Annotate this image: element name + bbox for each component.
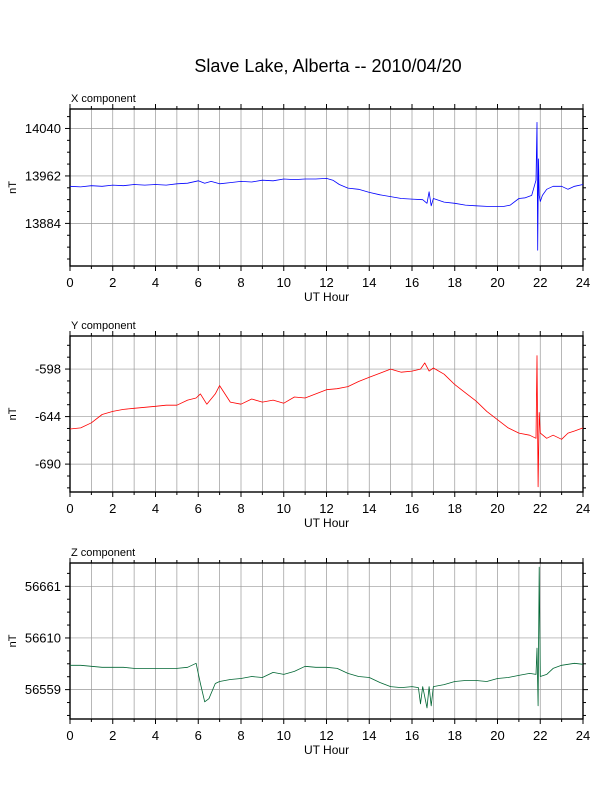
y-x-tick-label: 22 xyxy=(533,501,547,516)
z-x-tick-label: 16 xyxy=(405,728,419,743)
y-x-tick-label: 12 xyxy=(319,501,333,516)
z-x-tick-label: 8 xyxy=(237,728,244,743)
x-x-tick-label: 20 xyxy=(490,275,504,290)
y-x-tick-label: 24 xyxy=(576,501,590,516)
x-y-tick-label: 13884 xyxy=(25,216,61,231)
y-y-tick-label: -690 xyxy=(35,457,61,472)
y-x-tick-label: 20 xyxy=(490,501,504,516)
z-x-axis-title: UT Hour xyxy=(304,743,349,757)
z-y-axis-title: nT xyxy=(7,634,19,647)
y-y-tick-label: -598 xyxy=(35,362,61,377)
y-x-tick-label: 2 xyxy=(109,501,116,516)
x-x-axis-title: UT Hour xyxy=(304,290,349,304)
x-x-tick-label: 12 xyxy=(319,275,333,290)
z-x-tick-label: 14 xyxy=(362,728,376,743)
y-x-tick-label: 6 xyxy=(195,501,202,516)
z-x-tick-label: 24 xyxy=(576,728,590,743)
z-x-tick-label: 22 xyxy=(533,728,547,743)
x-y-axis-title: nT xyxy=(7,181,19,194)
z-component-label: Z component xyxy=(71,547,135,559)
z-y-tick-label: 56559 xyxy=(25,682,61,697)
x-y-tick-label: 14040 xyxy=(25,121,61,136)
y-x-tick-label: 10 xyxy=(277,501,291,516)
y-x-axis-title: UT Hour xyxy=(304,516,349,530)
x-x-tick-label: 24 xyxy=(576,275,590,290)
z-x-tick-label: 2 xyxy=(109,728,116,743)
x-x-tick-label: 0 xyxy=(66,275,73,290)
y-x-tick-label: 8 xyxy=(237,501,244,516)
y-y-tick-label: -644 xyxy=(35,409,61,424)
z-x-tick-label: 4 xyxy=(152,728,159,743)
x-y-tick-label: 13962 xyxy=(25,168,61,183)
z-x-tick-label: 18 xyxy=(448,728,462,743)
y-x-tick-label: 16 xyxy=(405,501,419,516)
x-x-tick-label: 14 xyxy=(362,275,376,290)
y-x-tick-label: 4 xyxy=(152,501,159,516)
z-x-tick-label: 20 xyxy=(490,728,504,743)
x-x-tick-label: 6 xyxy=(195,275,202,290)
y-x-tick-label: 18 xyxy=(448,501,462,516)
y-y-axis-title: nT xyxy=(7,407,19,420)
z-x-tick-label: 6 xyxy=(195,728,202,743)
x-x-tick-label: 8 xyxy=(237,275,244,290)
x-x-tick-label: 10 xyxy=(277,275,291,290)
z-x-tick-label: 0 xyxy=(66,728,73,743)
z-x-tick-label: 12 xyxy=(319,728,333,743)
y-x-tick-label: 14 xyxy=(362,501,376,516)
x-x-tick-label: 18 xyxy=(448,275,462,290)
x-x-tick-label: 4 xyxy=(152,275,159,290)
x-component-label: X component xyxy=(71,93,136,105)
z-y-tick-label: 56610 xyxy=(25,630,61,645)
x-x-tick-label: 2 xyxy=(109,275,116,290)
y-component-label: Y component xyxy=(71,320,136,332)
x-x-tick-label: 16 xyxy=(405,275,419,290)
z-y-tick-label: 56661 xyxy=(25,579,61,594)
x-x-tick-label: 22 xyxy=(533,275,547,290)
z-x-tick-label: 10 xyxy=(277,728,291,743)
y-x-tick-label: 0 xyxy=(66,501,73,516)
